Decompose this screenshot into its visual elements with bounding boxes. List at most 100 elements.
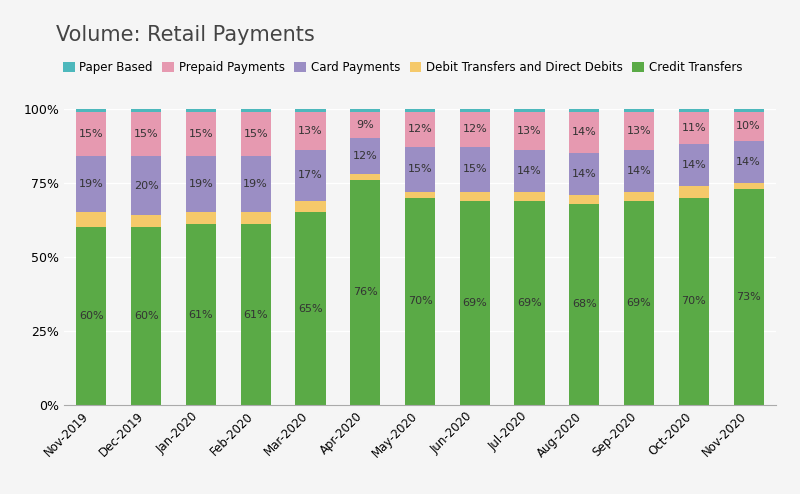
Bar xyxy=(350,109,380,112)
Text: 61%: 61% xyxy=(243,310,268,320)
Text: 19%: 19% xyxy=(79,179,104,189)
Text: 70%: 70% xyxy=(408,296,432,306)
Text: 65%: 65% xyxy=(298,304,322,314)
Text: 76%: 76% xyxy=(353,288,378,297)
Text: 15%: 15% xyxy=(79,129,104,139)
Bar xyxy=(186,112,216,156)
Text: 11%: 11% xyxy=(682,123,706,133)
Bar xyxy=(734,189,764,405)
Bar xyxy=(350,112,380,138)
Text: 12%: 12% xyxy=(353,151,378,161)
Text: 20%: 20% xyxy=(134,181,158,191)
Bar xyxy=(678,109,709,112)
Text: 68%: 68% xyxy=(572,299,597,309)
Bar xyxy=(570,109,599,112)
Text: 14%: 14% xyxy=(736,157,761,167)
Bar xyxy=(570,204,599,405)
Text: 10%: 10% xyxy=(736,122,761,131)
Bar xyxy=(131,112,162,156)
Bar xyxy=(241,112,270,156)
Bar xyxy=(295,109,326,112)
Text: 15%: 15% xyxy=(189,129,214,139)
Bar xyxy=(241,212,270,224)
Bar xyxy=(734,183,764,189)
Bar xyxy=(405,109,435,112)
Bar xyxy=(570,195,599,204)
Bar xyxy=(678,198,709,405)
Legend: Paper Based, Prepaid Payments, Card Payments, Debit Transfers and Direct Debits,: Paper Based, Prepaid Payments, Card Paym… xyxy=(62,61,742,74)
Text: 13%: 13% xyxy=(626,126,651,136)
Text: 14%: 14% xyxy=(517,166,542,176)
Bar xyxy=(295,112,326,150)
Text: 15%: 15% xyxy=(408,165,432,174)
Bar xyxy=(624,109,654,112)
Text: 12%: 12% xyxy=(462,124,487,134)
Text: 13%: 13% xyxy=(518,126,542,136)
Text: 60%: 60% xyxy=(79,311,104,321)
Text: Volume: Retail Payments: Volume: Retail Payments xyxy=(56,25,314,44)
Text: 73%: 73% xyxy=(736,292,761,302)
Text: 60%: 60% xyxy=(134,311,158,321)
Bar xyxy=(241,224,270,405)
Bar xyxy=(295,212,326,405)
Bar xyxy=(131,227,162,405)
Bar xyxy=(186,156,216,212)
Bar xyxy=(241,109,270,112)
Bar xyxy=(295,150,326,201)
Text: 19%: 19% xyxy=(189,179,214,189)
Bar xyxy=(734,112,764,141)
Text: 9%: 9% xyxy=(356,120,374,130)
Bar xyxy=(734,109,764,112)
Bar xyxy=(624,201,654,405)
Bar xyxy=(350,174,380,180)
Bar xyxy=(241,156,270,212)
Text: 15%: 15% xyxy=(134,129,158,139)
Bar xyxy=(514,150,545,192)
Text: 14%: 14% xyxy=(682,160,706,170)
Text: 12%: 12% xyxy=(408,124,432,134)
Text: 69%: 69% xyxy=(626,298,651,308)
Bar xyxy=(131,215,162,227)
Bar xyxy=(514,109,545,112)
Bar xyxy=(570,153,599,195)
Bar xyxy=(186,212,216,224)
Bar xyxy=(405,147,435,192)
Text: 70%: 70% xyxy=(682,296,706,306)
Bar xyxy=(460,109,490,112)
Text: 14%: 14% xyxy=(572,127,597,137)
Text: 15%: 15% xyxy=(243,129,268,139)
Bar xyxy=(186,224,216,405)
Text: 13%: 13% xyxy=(298,126,322,136)
Text: 15%: 15% xyxy=(462,165,487,174)
Bar xyxy=(76,156,106,212)
Bar xyxy=(131,109,162,112)
Bar xyxy=(460,112,490,147)
Bar xyxy=(678,144,709,186)
Bar xyxy=(76,227,106,405)
Bar xyxy=(734,141,764,183)
Bar xyxy=(405,112,435,147)
Bar xyxy=(460,147,490,192)
Text: 61%: 61% xyxy=(189,310,214,320)
Bar xyxy=(405,198,435,405)
Bar xyxy=(76,112,106,156)
Bar xyxy=(624,150,654,192)
Bar xyxy=(514,201,545,405)
Bar xyxy=(460,192,490,201)
Bar xyxy=(678,112,709,144)
Text: 17%: 17% xyxy=(298,170,323,180)
Bar xyxy=(295,201,326,212)
Bar xyxy=(76,212,106,227)
Bar xyxy=(460,201,490,405)
Bar xyxy=(405,192,435,198)
Bar xyxy=(186,109,216,112)
Text: 69%: 69% xyxy=(517,298,542,308)
Bar xyxy=(570,112,599,153)
Bar xyxy=(350,138,380,174)
Text: 14%: 14% xyxy=(626,166,651,176)
Bar xyxy=(678,186,709,198)
Bar xyxy=(76,109,106,112)
Bar xyxy=(624,192,654,201)
Text: 19%: 19% xyxy=(243,179,268,189)
Bar xyxy=(350,180,380,405)
